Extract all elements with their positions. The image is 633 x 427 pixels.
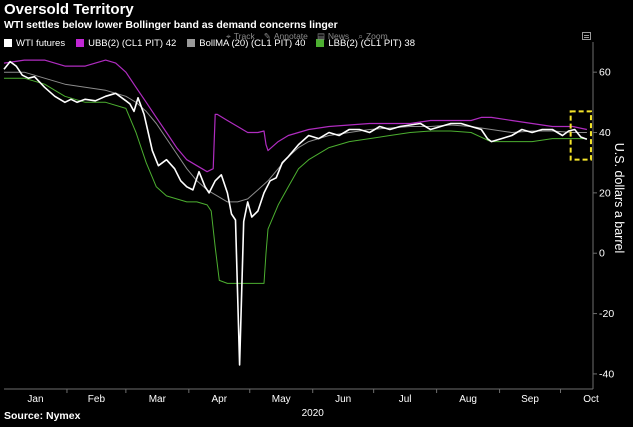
chart-title: Oversold Territory [4, 1, 134, 18]
legend: WTI futures UBB(2) (CL1 PIT) 42 BollMA (… [4, 37, 426, 49]
news-icon: ▤ [316, 30, 325, 41]
x-tick-label: Jun [335, 394, 351, 405]
legend-swatch-lower-band [316, 39, 325, 47]
legend-label-wti: WTI futures [16, 37, 66, 49]
legend-item-lower-band[interactable]: LBB(2) (CL1 PIT) 38 [316, 38, 415, 49]
x-tick-label: Aug [459, 394, 477, 405]
chart-subtitle: WTI settles below lower Bollinger band a… [4, 19, 338, 31]
series-line-lower-band [4, 77, 587, 284]
x-tick-label: Feb [88, 394, 106, 405]
news-label: News [327, 31, 350, 41]
y-axis-title: U.S. dollars a barrel [612, 142, 626, 253]
y-tick-label: 20 [599, 187, 611, 199]
track-icon: ⌖ [226, 30, 231, 41]
legend-swatch-moving-average [187, 39, 196, 47]
legend-swatch-upper-band [76, 39, 85, 47]
legend-item-moving-average[interactable]: BollMA (20) (CL1 PIT) 40 [187, 38, 305, 49]
annotate-label: Annotate [273, 31, 308, 41]
track-button[interactable]: ⌖ Track [226, 31, 255, 42]
track-label: Track [233, 31, 255, 41]
series-line-upper-band [3, 59, 588, 173]
news-button[interactable]: ▤ News [317, 31, 349, 42]
x-tick-label: May [272, 394, 291, 405]
annotate-icon: ✎ [263, 30, 271, 41]
y-tick-label: -20 [599, 308, 614, 320]
zoom-icon: ⌕ [358, 30, 363, 41]
source-note: Source: Nymex [4, 410, 81, 422]
chart-toolbar: ⌖ Track ✎ Annotate ▤ News ⌕ Zoom [226, 31, 397, 42]
x-tick-label: Sep [521, 394, 539, 405]
series-line-moving-average [4, 71, 587, 203]
x-tick-label: Oct [583, 394, 599, 405]
highlight-box [569, 110, 592, 161]
series-line-wti [3, 60, 588, 366]
x-axis-title: 2020 [302, 408, 325, 419]
legend-swatch-wti [4, 39, 12, 47]
y-tick-label: -40 [599, 368, 614, 380]
y-axis-title-container: U.S. dollars a barrel [607, 0, 631, 395]
zoom-label: Zoom [365, 31, 388, 41]
x-tick-label: Jan [27, 394, 43, 405]
legend-label-lower-band: LBB(2) (CL1 PIT) 38 [328, 37, 415, 49]
zoom-button[interactable]: ⌕ Zoom [358, 31, 388, 42]
x-tick-label: Apr [212, 394, 228, 405]
legend-label-moving-average: BollMA (20) (CL1 PIT) 40 [199, 37, 306, 49]
annotate-button[interactable]: ✎ Annotate [264, 31, 308, 42]
chart-menu-icon[interactable] [582, 32, 591, 40]
legend-item-wti[interactable]: WTI futures [4, 38, 65, 49]
y-tick-label: 40 [599, 127, 611, 139]
legend-item-upper-band[interactable]: UBB(2) (CL1 PIT) 42 [76, 38, 176, 49]
x-tick-label: Mar [149, 394, 167, 405]
x-tick-label: Jul [399, 394, 412, 405]
y-tick-label: 0 [599, 248, 605, 260]
legend-label-upper-band: UBB(2) (CL1 PIT) 42 [88, 37, 177, 49]
y-tick-label: 60 [599, 67, 611, 79]
